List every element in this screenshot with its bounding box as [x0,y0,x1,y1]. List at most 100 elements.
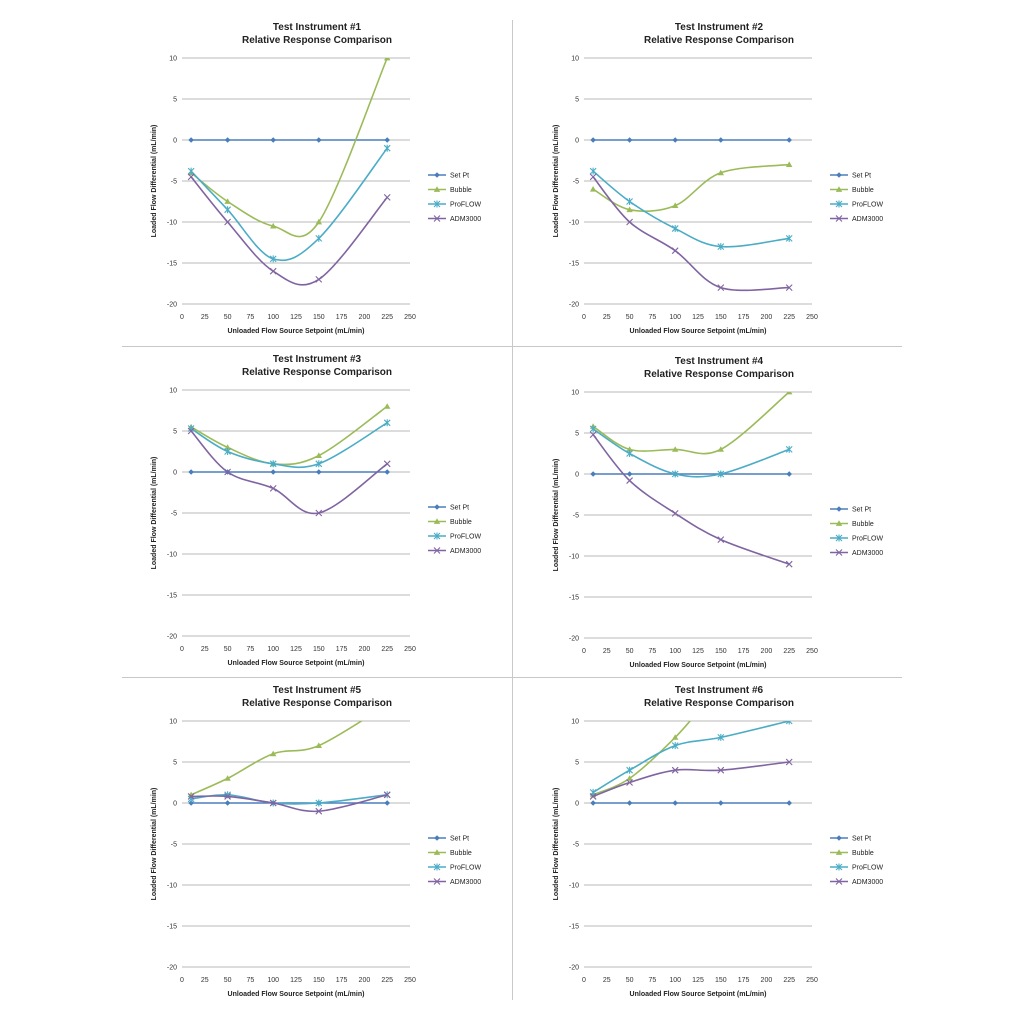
chart-5-ytick-10: 10 [169,719,177,726]
chart-4-legend-marker-adm3000 [835,549,843,556]
chart-2-xtick-175: 175 [738,314,750,321]
chart-5-legend-marker-set-pt [434,835,440,841]
chart-2-legend-marker-proflow [835,200,843,208]
chart-1-point-proflow-50 [224,206,231,214]
chart-3-title-line-2: Relative Response Comparison [242,367,392,378]
chart-1-point-adm3000-150 [315,276,323,283]
chart-6-xtick-200: 200 [761,977,773,984]
chart-3-ytick--10: -10 [167,552,177,559]
chart-3-legend-label-set-pt: Set Pt [450,505,469,512]
chart-4-point-adm3000-150 [717,536,725,543]
chart-1-point-adm3000-225 [383,194,391,201]
chart-5-legend-label-adm3000: ADM3000 [450,879,481,886]
chart-2-point-bubble-100 [672,202,679,208]
chart-6-point-proflow-150 [717,733,725,741]
chart-6-xtick-225: 225 [783,977,795,984]
chart-1-ytick--20: -20 [167,302,177,309]
chart-3-point-bubble-150 [315,452,322,458]
chart-2-point-set-pt-50 [626,137,633,143]
chart-svg-2: Test Instrument #2 Relative Response Comp… [553,22,884,335]
chart-1-series-line-adm3000 [190,176,388,286]
chart-6-xtick-250: 250 [806,977,818,984]
chart-6-legend-label-adm3000: ADM3000 [852,879,883,886]
chart-3-ytick--5: -5 [171,511,177,518]
chart-6-legend-marker-proflow [835,863,843,871]
chart-2-legend-marker-adm3000 [835,215,843,222]
chart-4-series-line-proflow [592,428,790,478]
chart-4-point-set-pt-50 [626,471,633,477]
chart-panel-1: Test Instrument #1 Relative Response Comp… [122,18,512,346]
chart-6-ytick-5: 5 [575,760,579,767]
chart-5-xtick-150: 150 [313,977,325,984]
chart-3-xtick-150: 150 [313,646,325,653]
chart-6-point-proflow-225 [785,721,793,725]
chart-2-series-line-bubble [592,163,790,213]
chart-5-xtick-50: 50 [224,977,232,984]
chart-3-xtick-225: 225 [381,646,393,653]
chart-6-point-proflow-100 [671,742,679,750]
chart-3-xlabel: Unloaded Flow Source Setpoint (mL/min) [228,660,365,667]
chart-2-xtick-0: 0 [582,314,586,321]
chart-2-point-adm3000-100 [671,247,679,255]
chart-5-legend-label-bubble: Bubble [450,850,472,857]
chart-1-point-set-pt-10 [188,137,194,143]
chart-1-ytick-10: 10 [169,56,177,63]
chart-3-point-adm3000-10 [187,427,195,435]
chart-6-point-proflow-50 [626,766,633,774]
chart-3-xtick-25: 25 [201,646,209,653]
chart-2-legend-label-proflow: ProFLOW [852,202,884,209]
chart-4-point-proflow-150 [717,470,725,478]
chart-3-ytick-5: 5 [173,429,177,436]
chart-3-legend-label-bubble: Bubble [450,519,472,526]
chart-6-legend-label-proflow: ProFLOW [852,865,884,872]
chart-6-ylabel: Loaded Flow Differential (mL/min) [553,788,560,901]
chart-1-point-adm3000-50 [224,218,231,226]
chart-6-point-set-pt-225 [786,800,792,806]
chart-4-point-adm3000-100 [671,509,679,517]
chart-6-legend-marker-bubble [835,849,843,855]
chart-2-point-proflow-150 [717,243,725,251]
chart-2-xlabel: Unloaded Flow Source Setpoint (mL/min) [630,328,767,335]
chart-3-ytick-0: 0 [173,470,177,477]
chart-panel-4: Test Instrument #4 Relative Response Comp… [524,352,914,680]
chart-4-point-set-pt-10 [590,471,596,477]
chart-3-point-bubble-50 [224,444,231,450]
vertical-divider [512,20,513,1000]
chart-1-ytick-5: 5 [173,97,177,104]
chart-2-ytick--5: -5 [573,179,579,186]
chart-panel-5: Test Instrument #5 Relative Response Comp… [122,681,512,1009]
chart-2-ytick--15: -15 [569,261,579,268]
chart-1-ytick--15: -15 [167,261,177,268]
chart-3-point-set-pt-225 [384,469,390,475]
chart-2-point-proflow-10 [589,167,597,175]
chart-3-point-proflow-100 [269,460,277,468]
chart-5-xlabel: Unloaded Flow Source Setpoint (mL/min) [228,991,365,998]
chart-2-legend-label-set-pt: Set Pt [852,173,871,180]
chart-5-legend-marker-adm3000 [433,878,441,885]
chart-5-ytick--20: -20 [167,965,177,972]
chart-5-point-adm3000-150 [315,807,323,815]
chart-1-point-set-pt-50 [224,137,231,143]
chart-2-xtick-75: 75 [649,314,657,321]
chart-4-xtick-250: 250 [806,648,818,655]
chart-6-point-adm3000-50 [626,779,633,786]
chart-5-point-adm3000-10 [187,793,195,800]
chart-4-point-proflow-10 [589,425,597,433]
chart-4-ytick--5: -5 [573,513,579,520]
chart-3-ylabel: Loaded Flow Differential (mL/min) [151,457,158,570]
chart-3-xtick-200: 200 [359,646,371,653]
chart-5-xtick-125: 125 [290,977,302,984]
chart-6-point-adm3000-10 [589,793,597,800]
chart-2-point-bubble-225 [786,161,793,167]
chart-1-xtick-150: 150 [313,314,325,321]
chart-6-point-adm3000-150 [717,766,725,774]
chart-4-point-bubble-100 [672,446,679,452]
chart-panel-3: Test Instrument #3 Relative Response Comp… [122,350,512,678]
chart-1-title-line-1: Test Instrument #1 [273,22,362,33]
chart-4-legend-marker-bubble [835,520,843,526]
chart-1-point-bubble-225 [384,58,391,61]
chart-3-ytick-10: 10 [169,388,177,395]
chart-6-ytick--10: -10 [569,883,579,890]
chart-2-xtick-100: 100 [669,314,681,321]
chart-2-point-bubble-150 [717,169,724,176]
